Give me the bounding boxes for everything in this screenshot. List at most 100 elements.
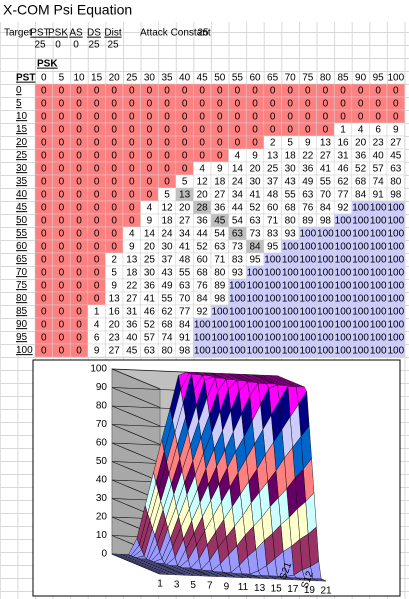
cell-value: 100 <box>335 307 352 318</box>
x-tick-label: 19 <box>304 585 316 596</box>
cell-value: 100 <box>352 203 369 214</box>
cell-value: 16 <box>109 307 121 318</box>
cell-value: 100 <box>335 294 352 305</box>
cell-value: 98 <box>390 190 402 201</box>
cell-value: 0 <box>235 112 241 123</box>
cell-value: 0 <box>76 138 82 149</box>
cell-value: 0 <box>76 99 82 110</box>
cell-value: 20 <box>355 138 367 149</box>
cell-value: 0 <box>94 242 100 253</box>
input-label: Dist <box>104 28 121 39</box>
cell-value: 20 <box>109 320 121 331</box>
cell-value: 20 <box>144 242 156 253</box>
cell-value: 0 <box>59 151 65 162</box>
cell-value: 0 <box>41 294 47 305</box>
row-label: 15 <box>16 124 28 135</box>
cell-value: 0 <box>41 281 47 292</box>
row-label: 85 <box>16 306 28 317</box>
cell-value: 100 <box>299 229 316 240</box>
cell-value: 6 <box>94 333 100 344</box>
cell-value: 45 <box>214 216 226 227</box>
cell-value: 43 <box>161 268 173 279</box>
cell-value: 0 <box>323 125 329 136</box>
cell-value: 100 <box>370 307 387 318</box>
cell-value: 91 <box>373 190 385 201</box>
y-tick-label: 10 <box>96 530 108 541</box>
cell-value: 0 <box>59 177 65 188</box>
cell-value: 22 <box>126 281 138 292</box>
cell-value: 100 <box>387 320 404 331</box>
y-tick-label: 70 <box>96 419 108 430</box>
cell-value: 23 <box>109 333 121 344</box>
cell-value: 18 <box>161 216 173 227</box>
cell-value: 0 <box>76 216 82 227</box>
cell-value: 0 <box>76 242 82 253</box>
cell-value: 0 <box>41 112 47 123</box>
col-label: 0 <box>41 73 47 84</box>
col-label: 100 <box>387 73 404 84</box>
row-label: 90 <box>16 319 28 330</box>
col-label: 55 <box>232 73 244 84</box>
cell-value: 34 <box>179 229 191 240</box>
cell-value: 0 <box>41 268 47 279</box>
cell-value: 40 <box>126 333 138 344</box>
cell-value: 83 <box>232 255 244 266</box>
cell-value: 18 <box>285 151 297 162</box>
cell-value: 40 <box>373 151 385 162</box>
cell-value: 5 <box>111 268 117 279</box>
cell-value: 100 <box>370 268 387 279</box>
cell-value: 60 <box>197 255 209 266</box>
col-label: 70 <box>285 73 297 84</box>
cell-value: 0 <box>323 99 329 110</box>
grid-line <box>111 405 161 427</box>
cell-value: 30 <box>161 242 173 253</box>
x-tick-label: 7 <box>207 581 213 592</box>
cell-value: 100 <box>194 320 211 331</box>
cell-value: 0 <box>182 151 188 162</box>
cell-value: 0 <box>164 151 170 162</box>
cell-value: 0 <box>94 112 100 123</box>
cell-value: 80 <box>214 268 226 279</box>
cell-value: 0 <box>340 112 346 123</box>
cell-value: 100 <box>317 294 334 305</box>
cell-value: 34 <box>232 190 244 201</box>
cell-value: 98 <box>179 346 191 357</box>
cell-value: 0 <box>270 125 276 136</box>
cell-value: 73 <box>249 229 261 240</box>
cell-value: 9 <box>147 216 153 227</box>
cell-value: 0 <box>147 125 153 136</box>
cell-value: 55 <box>161 294 173 305</box>
cell-value: 100 <box>317 255 334 266</box>
cell-value: 0 <box>41 216 47 227</box>
row-label: 40 <box>16 189 28 200</box>
cell-value: 100 <box>370 203 387 214</box>
cell-value: 0 <box>147 138 153 149</box>
row-label: 55 <box>16 228 28 239</box>
cell-value: 0 <box>59 268 65 279</box>
cell-value: 0 <box>129 125 135 136</box>
cell-value: 0 <box>76 294 82 305</box>
row-label: 50 <box>16 215 28 226</box>
cell-value: 52 <box>197 242 209 253</box>
cell-value: 30 <box>285 164 297 175</box>
cell-value: 100 <box>317 229 334 240</box>
col-label: 10 <box>73 73 85 84</box>
cell-value: 0 <box>129 177 135 188</box>
cell-value: 0 <box>182 112 188 123</box>
cell-value: 77 <box>337 190 349 201</box>
cell-value: 0 <box>59 229 65 240</box>
cell-value: 0 <box>76 333 82 344</box>
cell-value: 100 <box>299 320 316 331</box>
cell-value: 0 <box>111 138 117 149</box>
row-label: 45 <box>16 202 28 213</box>
cell-value: 100 <box>335 346 352 357</box>
cell-value: 71 <box>214 255 226 266</box>
cell-value: 27 <box>320 151 332 162</box>
col-label: 15 <box>91 73 103 84</box>
row-label: 25 <box>16 150 28 161</box>
cell-value: 0 <box>94 164 100 175</box>
cell-value: 84 <box>320 203 332 214</box>
col-label: 25 <box>126 73 138 84</box>
cell-value: 0 <box>287 86 293 97</box>
input-value: 0 <box>55 40 61 51</box>
